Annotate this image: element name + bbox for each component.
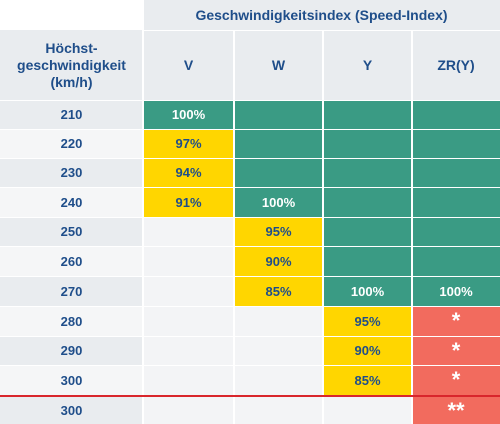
zr-cell: 100% — [412, 276, 500, 306]
speed-cell: 300 — [0, 365, 143, 395]
row-divider — [0, 246, 500, 247]
header-col-w: W — [234, 30, 323, 100]
v-cell — [143, 246, 234, 276]
v-cell: 100% — [143, 100, 234, 129]
zr-cell: * — [412, 306, 500, 336]
y-cell — [323, 158, 412, 187]
zr-cell: ** — [412, 397, 500, 424]
column-divider — [142, 0, 144, 424]
zr-cell — [412, 246, 500, 276]
w-cell — [234, 306, 323, 336]
v-cell — [143, 276, 234, 306]
v-cell — [143, 306, 234, 336]
zr-cell — [412, 187, 500, 217]
header-col-v: V — [143, 30, 234, 100]
zr-cell — [412, 158, 500, 187]
y-cell: 85% — [323, 365, 412, 395]
w-cell — [234, 158, 323, 187]
v-cell: 97% — [143, 129, 234, 158]
w-cell: 100% — [234, 187, 323, 217]
w-cell — [234, 336, 323, 365]
speed-cell: 210 — [0, 100, 143, 129]
speed-cell: 220 — [0, 129, 143, 158]
w-cell: 85% — [234, 276, 323, 306]
speed-cell: 250 — [0, 217, 143, 246]
v-cell — [143, 365, 234, 395]
v-cell — [143, 336, 234, 365]
row-divider — [0, 365, 500, 366]
zr-cell — [412, 217, 500, 246]
header-col-y: Y — [323, 30, 412, 100]
w-cell: 95% — [234, 217, 323, 246]
y-cell — [323, 246, 412, 276]
zr-cell — [412, 100, 500, 129]
speed-cell: 260 — [0, 246, 143, 276]
column-divider — [233, 30, 235, 424]
w-cell — [234, 129, 323, 158]
w-cell — [234, 365, 323, 395]
v-cell — [143, 217, 234, 246]
speed-cell: 270 — [0, 276, 143, 306]
row-divider — [0, 306, 500, 307]
w-cell: 90% — [234, 246, 323, 276]
y-cell — [323, 397, 412, 424]
y-cell — [323, 187, 412, 217]
row-divider — [0, 100, 500, 101]
header-group-title: Geschwindigkeitsindex (Speed-Index) — [143, 0, 500, 30]
row-divider — [143, 30, 500, 31]
v-cell: 94% — [143, 158, 234, 187]
y-cell: 90% — [323, 336, 412, 365]
row-divider — [0, 336, 500, 337]
row-divider — [0, 129, 500, 130]
y-cell — [323, 100, 412, 129]
y-cell — [323, 217, 412, 246]
speed-cell: 300 — [0, 397, 143, 424]
zr-cell: * — [412, 365, 500, 395]
y-cell: 95% — [323, 306, 412, 336]
v-cell: 91% — [143, 187, 234, 217]
column-divider — [322, 30, 324, 424]
speed-cell: 230 — [0, 158, 143, 187]
limit-divider — [0, 395, 500, 397]
y-cell — [323, 129, 412, 158]
row-divider — [0, 187, 500, 188]
y-cell: 100% — [323, 276, 412, 306]
w-cell — [234, 100, 323, 129]
w-cell — [234, 397, 323, 424]
row-divider — [0, 158, 500, 159]
v-cell — [143, 397, 234, 424]
header-row-label: Höchst- geschwindigkeit (km/h) — [0, 30, 143, 100]
header-col-zr: ZR(Y) — [412, 30, 500, 100]
zr-cell — [412, 129, 500, 158]
column-divider — [411, 30, 413, 424]
row-divider — [0, 217, 500, 218]
speed-cell: 290 — [0, 336, 143, 365]
zr-cell: * — [412, 336, 500, 365]
row-divider — [0, 276, 500, 277]
speed-cell: 280 — [0, 306, 143, 336]
speed-cell: 240 — [0, 187, 143, 217]
